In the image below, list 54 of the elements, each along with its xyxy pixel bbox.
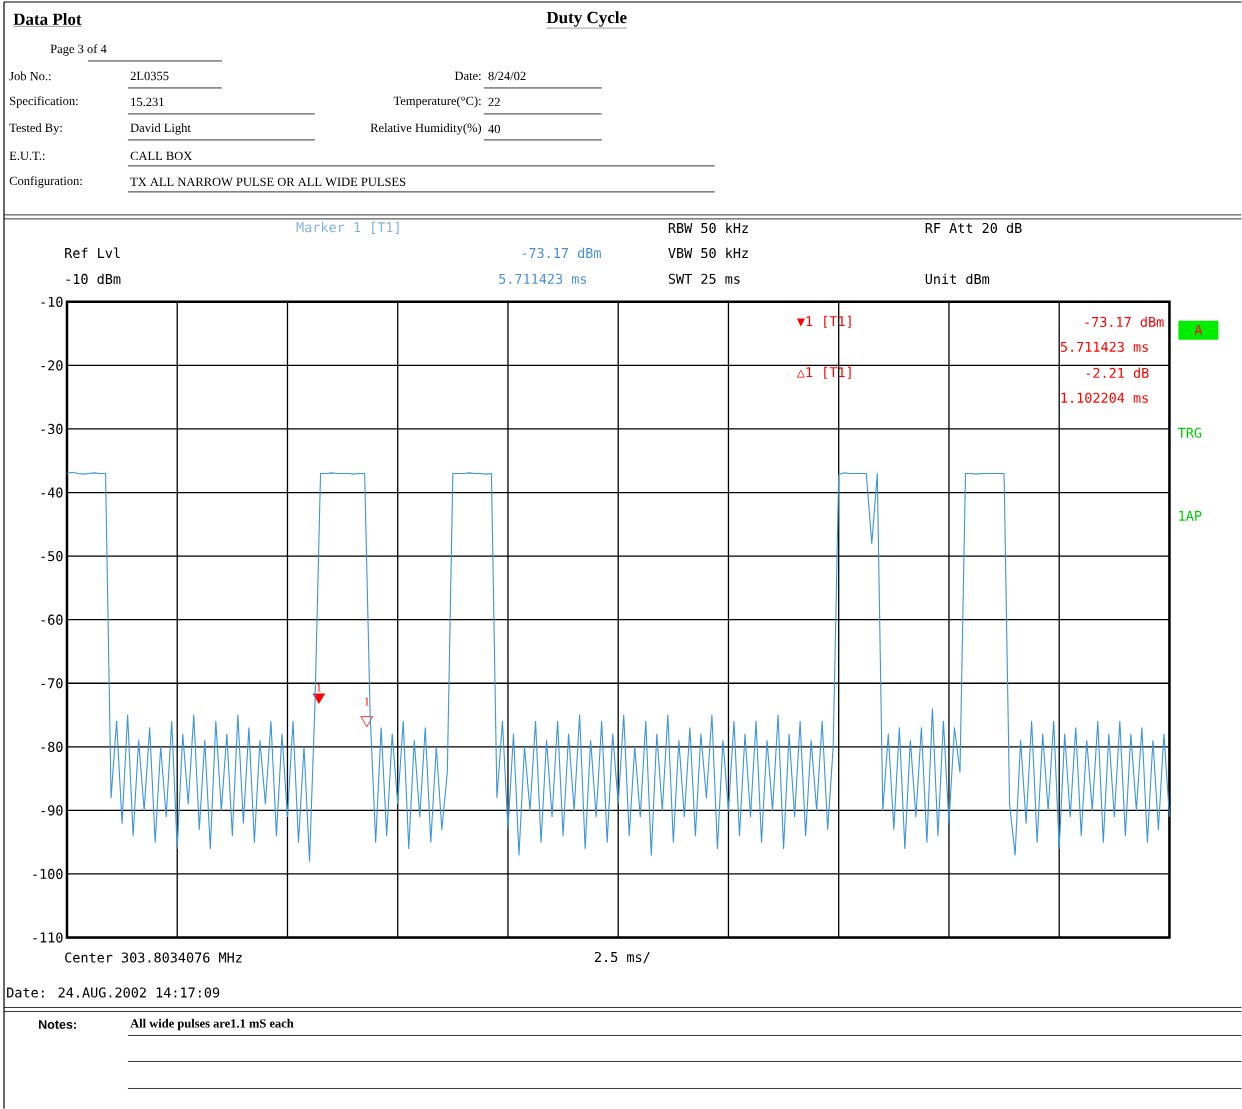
text: 2L0355 [130,71,169,81]
text: 2.5 ms/ [594,951,650,964]
y-tick-label: -50 [41,550,63,562]
annotation: 1.102204 ms [1061,392,1148,403]
text: -73.17 dBm [522,247,601,259]
text: VBW 50 kHz [668,247,748,259]
text: TRG [1177,427,1202,438]
annotation: 1 [316,683,322,692]
text: Specification: [10,96,78,108]
y-tick-label: -20 [41,360,63,371]
text: Page 3 of 4 [50,44,107,56]
text: 40 [488,124,500,134]
annotation: 1 [364,697,370,706]
text: Center 303.8034076 MHz [65,952,242,963]
text: Marker 1 [T1] [296,221,399,234]
text: RF Att 20 dB [925,222,1022,234]
annotation: -73.17 dBm [1085,316,1164,328]
text: Date: [454,71,481,81]
text: Date: 24.AUG.2002 14:17:09 [7,987,220,998]
text: CALL BOX [130,151,193,161]
y-tick-label: -100 [33,868,63,880]
text: E.U.T.: [9,151,45,161]
text: Ref Lvl [65,247,120,259]
text: 1AP [1179,510,1202,521]
text: Configuration: [9,176,82,188]
y-tick-label: -80 [41,741,63,752]
text: 15.231 [131,97,164,107]
chart-title: Duty Cycle [546,11,627,27]
y-tick-label: -110 [33,932,63,943]
y-tick-label: -60 [41,614,63,625]
y-tick-label: -30 [41,423,63,435]
text: Job No.: [9,71,51,81]
text: -10 dBm [66,273,121,285]
text: Data Plot [13,12,82,25]
text: TX ALL NARROW PULSE OR ALL WIDE PULSES [130,177,406,187]
text: Temperature(°C): [393,96,481,108]
y-tick-label: -70 [41,678,63,689]
text: Tested By: [9,123,62,135]
text: All wide pulses are1.1 mS each [130,1018,294,1031]
text: A [1194,324,1203,335]
text: SWT 25 ms [668,273,740,284]
y-tick-label: -90 [41,805,63,816]
y-tick-label: -10 [41,296,63,307]
text: 22 [488,97,500,107]
text: 8/24/02 [488,71,526,81]
text: RBW 50 kHz [668,222,748,234]
text: Unit dBm [925,273,990,285]
annotation: 5.711423 ms [1060,341,1148,352]
text: 5.711423 ms [499,273,587,284]
text: Relative Humidity(%) [370,123,482,135]
text: Notes: [39,1020,76,1029]
annotation: -2.21 dB [1086,367,1149,378]
text: David Light [130,123,191,135]
y-tick-label: -40 [41,487,63,498]
